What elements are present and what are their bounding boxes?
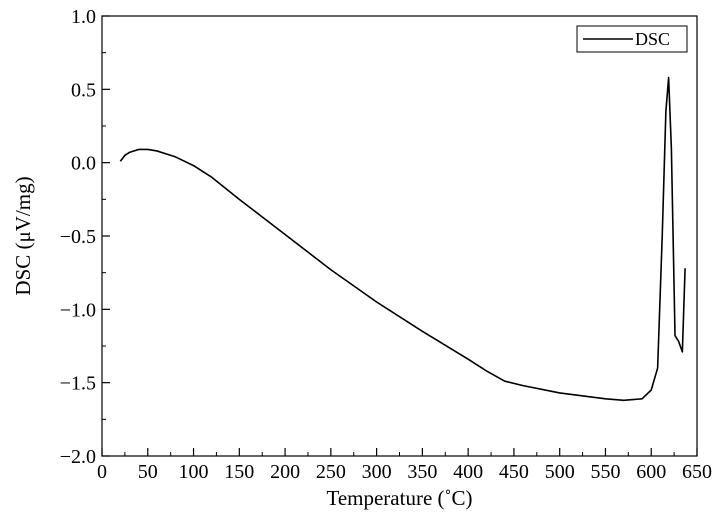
y-tick-label: −0.5 <box>60 226 96 248</box>
plot-frame <box>101 15 698 457</box>
legend-label-dsc: DSC <box>635 29 670 49</box>
y-tick-label: −1.0 <box>60 299 96 321</box>
x-tick-label: 650 <box>682 461 712 483</box>
series-layer <box>119 76 686 402</box>
y-axis-ticks: 1.0 0.5 0.0 −0.5 −1.0 −1.5 −2.0 <box>60 6 110 468</box>
x-tick-label: 350 <box>407 461 437 483</box>
x-tick-label: 50 <box>138 461 158 483</box>
x-tick-label: 550 <box>590 461 620 483</box>
x-tick-label: 100 <box>179 461 209 483</box>
x-tick-label: 400 <box>453 461 483 483</box>
x-axis-ticks: 0 50 100 150 200 250 300 350 400 450 500 550 600 650 <box>97 448 712 483</box>
x-tick-label: 300 <box>362 461 392 483</box>
x-tick-label: 250 <box>316 461 346 483</box>
x-axis-label: Temperature (˚C) <box>326 486 472 510</box>
x-tick-label: 150 <box>224 461 254 483</box>
legend: DSC <box>576 25 688 53</box>
x-tick-label: 600 <box>636 461 666 483</box>
y-tick-label: −2.0 <box>60 446 96 468</box>
x-tick-label: 0 <box>97 461 107 483</box>
y-tick-label: 0.0 <box>71 153 96 175</box>
y-tick-label: 0.5 <box>71 79 96 101</box>
y-axis-label: DSC (μV/mg) <box>11 176 35 295</box>
x-tick-label: 450 <box>499 461 529 483</box>
x-tick-label: 200 <box>270 461 300 483</box>
y-tick-label: 1.0 <box>71 6 96 28</box>
y-tick-label: −1.5 <box>60 373 96 395</box>
series-line-dsc <box>119 76 686 402</box>
x-tick-label: 500 <box>545 461 575 483</box>
